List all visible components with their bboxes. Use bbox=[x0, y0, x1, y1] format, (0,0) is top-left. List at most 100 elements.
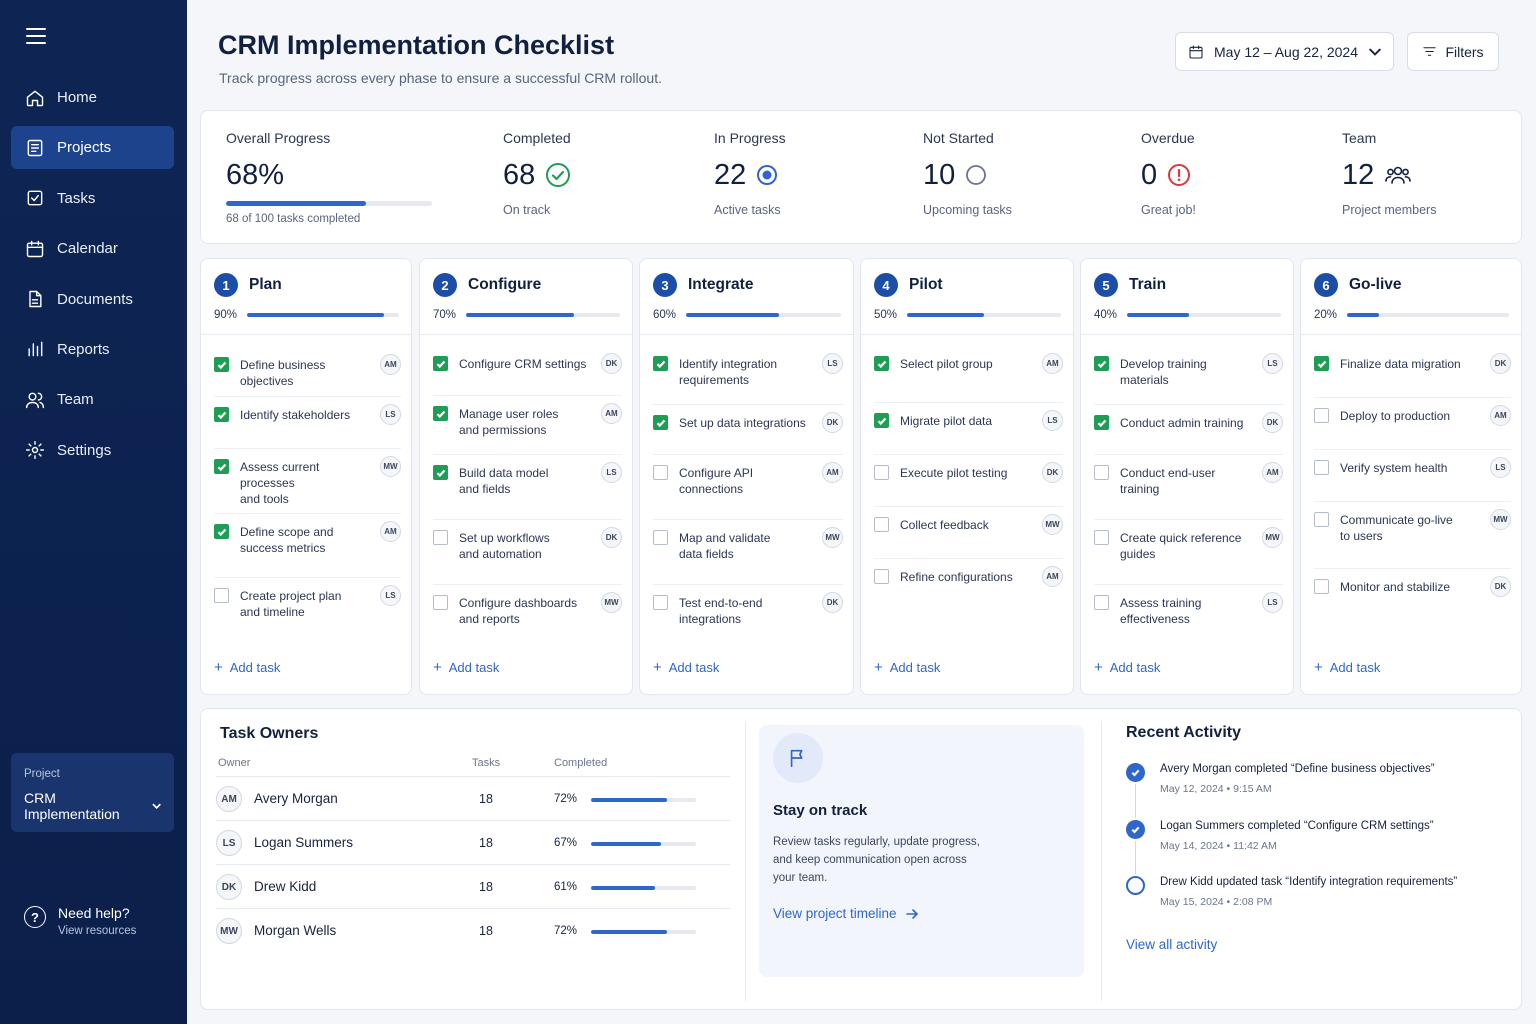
task-checkbox[interactable] bbox=[433, 595, 448, 610]
add-task-button[interactable]: + Add task bbox=[1314, 659, 1380, 676]
phase-header: 2 Configure 70% bbox=[420, 259, 632, 335]
add-task-button[interactable]: + Add task bbox=[1094, 659, 1160, 676]
task-item[interactable]: Conduct admin training bbox=[1094, 415, 1248, 431]
task-checkbox[interactable] bbox=[433, 406, 448, 421]
task-item[interactable]: Test end-to-end integrations bbox=[653, 595, 808, 627]
add-task-button[interactable]: + Add task bbox=[433, 659, 499, 676]
task-item[interactable]: Migrate pilot data bbox=[874, 413, 1028, 429]
sidebar-item-tasks[interactable]: Tasks bbox=[11, 177, 174, 220]
task-checkbox[interactable] bbox=[1094, 415, 1109, 430]
task-checkbox[interactable] bbox=[874, 465, 889, 480]
help-link[interactable]: ? Need help? View resources bbox=[24, 905, 136, 937]
task-checkbox[interactable] bbox=[1094, 356, 1109, 371]
task-label: requirements bbox=[679, 373, 750, 387]
task-checkbox[interactable] bbox=[874, 517, 889, 532]
stat-sub: Project members bbox=[1342, 203, 1437, 217]
task-item[interactable]: Set up workflows and automation bbox=[433, 530, 587, 562]
task-checkbox[interactable] bbox=[653, 465, 668, 480]
task-separator bbox=[433, 519, 622, 520]
task-item[interactable]: Identify stakeholders bbox=[214, 407, 366, 423]
task-checkbox[interactable] bbox=[1314, 356, 1329, 371]
add-task-button[interactable]: + Add task bbox=[874, 659, 940, 676]
task-item[interactable]: Create project plan and timeline bbox=[214, 588, 366, 620]
task-checkbox[interactable] bbox=[874, 569, 889, 584]
task-checkbox[interactable] bbox=[1094, 595, 1109, 610]
task-text: Create quick reference guides bbox=[1120, 530, 1241, 562]
sidebar-item-documents[interactable]: Documents bbox=[11, 278, 174, 321]
task-item[interactable]: Assess current processes and tools bbox=[214, 459, 366, 507]
view-timeline-link[interactable]: View project timeline bbox=[773, 906, 919, 921]
task-checkbox[interactable] bbox=[653, 356, 668, 371]
task-item[interactable]: Map and validate data fields bbox=[653, 530, 808, 562]
task-item[interactable]: Define business objectives bbox=[214, 357, 366, 389]
task-checkbox[interactable] bbox=[1314, 460, 1329, 475]
task-item[interactable]: Set up data integrations bbox=[653, 415, 808, 431]
task-item[interactable]: Configure dashboards and reports bbox=[433, 595, 587, 627]
phase-title: 1 Plan bbox=[214, 273, 399, 297]
task-checkbox[interactable] bbox=[1094, 530, 1109, 545]
sidebar-nav: Home Projects Tasks Calendar Documents R… bbox=[11, 76, 174, 479]
task-item[interactable]: Configure CRM settings bbox=[433, 356, 587, 372]
phase-number: 2 bbox=[433, 273, 457, 297]
task-checkbox[interactable] bbox=[433, 465, 448, 480]
task-item[interactable]: Define scope and success metrics bbox=[214, 524, 366, 556]
sidebar-item-projects[interactable]: Projects bbox=[11, 126, 174, 170]
task-item[interactable]: Create quick reference guides bbox=[1094, 530, 1248, 562]
owner-row[interactable]: MW Morgan Wells 18 72% bbox=[216, 908, 730, 952]
task-checkbox[interactable] bbox=[1314, 408, 1329, 423]
task-item[interactable]: Deploy to production bbox=[1314, 408, 1476, 424]
task-label: Build data model bbox=[459, 466, 549, 480]
sidebar-item-settings[interactable]: Settings bbox=[11, 429, 174, 472]
task-item[interactable]: Collect feedback bbox=[874, 517, 1028, 533]
task-item[interactable]: Communicate go-live to users bbox=[1314, 512, 1476, 544]
date-range-picker[interactable]: May 12 – Aug 22, 2024 bbox=[1175, 32, 1394, 71]
task-item[interactable]: Develop training materials bbox=[1094, 356, 1248, 388]
task-checkbox[interactable] bbox=[653, 595, 668, 610]
task-item[interactable]: Conduct end-user training bbox=[1094, 465, 1248, 497]
task-item[interactable]: Refine configurations bbox=[874, 569, 1028, 585]
phase-column-pilot: 4 Pilot 50% Select pilot group AM Migrate pil… bbox=[860, 258, 1074, 695]
add-task-button[interactable]: + Add task bbox=[214, 659, 280, 676]
task-checkbox[interactable] bbox=[433, 356, 448, 371]
stat-sub: 68 of 100 tasks completed bbox=[226, 213, 361, 225]
task-item[interactable]: Assess training effectiveness bbox=[1094, 595, 1248, 627]
task-checkbox[interactable] bbox=[653, 530, 668, 545]
task-checkbox[interactable] bbox=[874, 356, 889, 371]
task-item[interactable]: Select pilot group bbox=[874, 356, 1028, 372]
task-item[interactable]: Monitor and stabilize bbox=[1314, 579, 1476, 595]
task-checkbox[interactable] bbox=[214, 524, 229, 539]
task-item[interactable]: Manage user roles and permissions bbox=[433, 406, 587, 438]
add-task-button[interactable]: + Add task bbox=[653, 659, 719, 676]
view-all-activity-link[interactable]: View all activity bbox=[1126, 937, 1218, 952]
task-checkbox[interactable] bbox=[433, 530, 448, 545]
task-item[interactable]: Configure API connections bbox=[653, 465, 808, 497]
avatar: AM bbox=[216, 786, 242, 812]
owner-row[interactable]: AM Avery Morgan 18 72% bbox=[216, 776, 730, 820]
task-checkbox[interactable] bbox=[1314, 512, 1329, 527]
sidebar-item-home[interactable]: Home bbox=[11, 76, 174, 119]
sidebar-item-reports[interactable]: Reports bbox=[11, 328, 174, 371]
menu-icon[interactable] bbox=[26, 28, 46, 44]
check-icon bbox=[436, 469, 445, 477]
task-checkbox[interactable] bbox=[874, 413, 889, 428]
task-checkbox[interactable] bbox=[214, 407, 229, 422]
task-checkbox[interactable] bbox=[653, 415, 668, 430]
task-item[interactable]: Verify system health bbox=[1314, 460, 1476, 476]
task-checkbox[interactable] bbox=[1094, 465, 1109, 480]
task-item[interactable]: Build data model and fields bbox=[433, 465, 587, 497]
task-item[interactable]: Execute pilot testing bbox=[874, 465, 1028, 481]
sidebar-item-team[interactable]: Team bbox=[11, 378, 174, 421]
task-checkbox[interactable] bbox=[214, 588, 229, 603]
filters-button[interactable]: Filters bbox=[1407, 32, 1499, 71]
task-item[interactable]: Finalize data migration bbox=[1314, 356, 1476, 372]
project-selector[interactable]: Project CRM Implementation bbox=[11, 753, 174, 832]
task-text: Assess current processes and tools bbox=[240, 459, 366, 507]
task-item[interactable]: Identify integration requirements bbox=[653, 356, 808, 388]
owner-row[interactable]: LS Logan Summers 18 67% bbox=[216, 820, 730, 864]
task-checkbox[interactable] bbox=[1314, 579, 1329, 594]
task-checkbox[interactable] bbox=[214, 459, 229, 474]
owner-row[interactable]: DK Drew Kidd 18 61% bbox=[216, 864, 730, 908]
check-icon bbox=[1097, 419, 1106, 427]
sidebar-item-calendar[interactable]: Calendar bbox=[11, 227, 174, 270]
task-checkbox[interactable] bbox=[214, 357, 229, 372]
